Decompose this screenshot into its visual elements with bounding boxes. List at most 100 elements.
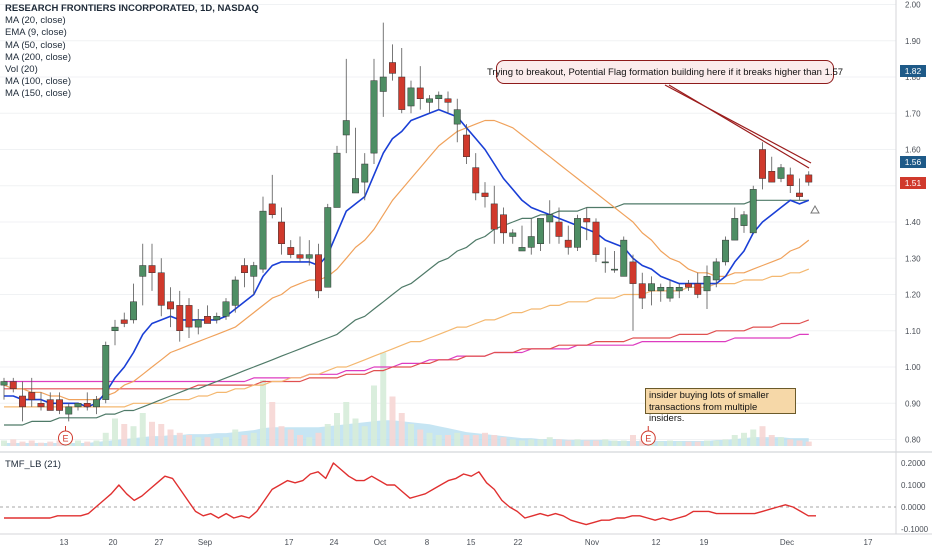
volume-bar: [694, 441, 701, 446]
candle-body: [398, 76, 406, 110]
legend-ma100[interactable]: MA (100, close): [5, 76, 71, 88]
candle-body: [74, 403, 82, 408]
volume-bar: [371, 385, 377, 446]
candle-body: [666, 287, 674, 299]
candle: [74, 403, 82, 411]
volume-bar: [223, 437, 229, 446]
price-tick-label: 1.30: [905, 254, 921, 263]
candle: [93, 396, 100, 415]
candle: [712, 258, 720, 288]
candle: [777, 164, 785, 183]
volume-bar: [519, 440, 525, 446]
volume-bar: [213, 438, 220, 446]
candle: [435, 91, 443, 110]
volume-bar: [408, 424, 414, 446]
ema9-line: [4, 108, 810, 408]
candle-body: [352, 178, 359, 194]
candle-body: [148, 265, 156, 273]
volume-bar: [260, 380, 266, 446]
price-label-156-text: 1.56: [905, 157, 922, 167]
alert-triangle-icon: [810, 204, 820, 214]
candle: [555, 207, 563, 244]
candle-body: [426, 98, 433, 103]
tmf-pane-label: TMF_LB (21): [5, 459, 61, 470]
time-tick-label: 24: [330, 538, 339, 547]
candle: [398, 48, 406, 114]
candle-body: [518, 247, 526, 252]
legend-ma150[interactable]: MA (150, close): [5, 88, 71, 100]
volume-bar: [704, 440, 710, 446]
price-tick-label: 2.00: [905, 1, 921, 10]
candle: [19, 381, 26, 422]
candle-body: [703, 276, 711, 292]
candle-body: [453, 109, 461, 125]
candle: [361, 153, 369, 201]
candle-body: [740, 214, 748, 226]
tmf-tick-label: 0.1000: [901, 481, 926, 490]
breakout-callout[interactable]: Trying to breakout, Potential Flag forma…: [487, 60, 843, 84]
candle-body: [65, 406, 73, 415]
candle-body: [675, 287, 683, 292]
volume-bar: [186, 435, 192, 446]
volume-bar: [583, 440, 590, 446]
volume-bar: [445, 435, 451, 446]
volume-bar: [278, 426, 285, 446]
candle: [379, 22, 387, 117]
candle-body: [120, 319, 128, 324]
candle-body: [333, 152, 341, 208]
volume-bar: [500, 437, 507, 446]
candle: [268, 174, 276, 219]
volume-bar: [657, 441, 664, 446]
candle: [287, 240, 295, 259]
volume-bar: [482, 432, 488, 446]
breakout-callout-text: Trying to breakout, Potential Flag forma…: [486, 66, 844, 78]
price-tick-label: 1.80: [905, 73, 921, 82]
candle: [46, 392, 54, 411]
volume-bar: [297, 435, 303, 446]
volume-bar: [778, 437, 784, 446]
volume-bar: [75, 440, 81, 446]
candle: [370, 58, 378, 164]
volume-bar: [805, 441, 812, 446]
price-label-182-text: 1.82: [905, 66, 922, 76]
candle: [620, 236, 628, 277]
candle-body: [777, 167, 785, 179]
candle-body: [315, 254, 322, 292]
volume-bar: [741, 432, 747, 446]
candle-body: [389, 62, 396, 74]
candle: [786, 167, 794, 193]
earnings-marker-circle: [58, 430, 73, 446]
candle-body: [194, 319, 202, 328]
earnings-marker-label: E: [62, 434, 68, 444]
time-tick-label: 12: [652, 538, 661, 547]
volume-bar: [306, 437, 313, 446]
volume-bar: [334, 413, 340, 446]
volume-bar: [232, 429, 239, 446]
candle-body: [241, 265, 248, 273]
candle-body: [435, 94, 443, 99]
candle: [601, 247, 609, 273]
legend-ma20[interactable]: MA (20, close): [5, 15, 66, 27]
candle: [657, 283, 665, 302]
volume-bar: [380, 352, 387, 446]
legend-ma50[interactable]: MA (50, close): [5, 39, 66, 51]
volume-bar: [593, 440, 599, 446]
volume-bar: [472, 435, 479, 446]
candle-body: [259, 210, 267, 270]
ma100-line: [4, 268, 810, 408]
candle-body: [611, 268, 618, 271]
candle-body: [592, 221, 600, 255]
candle: [259, 196, 267, 273]
candle-body: [213, 316, 221, 321]
volume-bar: [509, 439, 516, 446]
legend-ema9[interactable]: EMA (9, close): [5, 27, 67, 39]
candle: [157, 258, 165, 317]
candle-body: [93, 399, 100, 408]
price-tick-label: 1.10: [905, 327, 921, 336]
candle-body: [185, 305, 193, 328]
legend-vol20[interactable]: Vol (20): [5, 64, 38, 76]
insider-note[interactable]: insider buying lots of smaller transacti…: [645, 388, 796, 424]
candle: [703, 265, 711, 309]
legend-ma200[interactable]: MA (200, close): [5, 51, 71, 63]
candle: [407, 80, 415, 114]
